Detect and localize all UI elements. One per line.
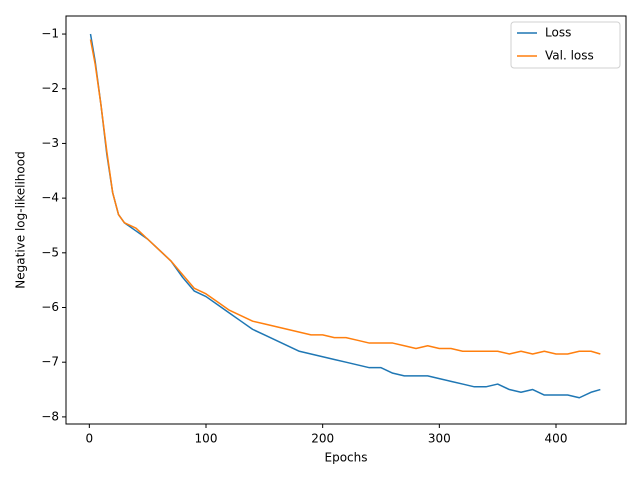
y-tick-label: −3 — [41, 136, 59, 150]
x-tick-label: 300 — [428, 432, 451, 446]
legend-label: Val. loss — [545, 49, 594, 63]
x-axis-label: Epochs — [325, 451, 368, 465]
y-tick-label: −4 — [41, 191, 59, 205]
x-tick-label: 200 — [311, 432, 334, 446]
y-tick-label: −1 — [41, 27, 59, 41]
y-axis-label: Negative log-likelihood — [14, 151, 28, 288]
y-tick-label: −7 — [41, 355, 59, 369]
line-series — [89, 39, 601, 355]
legend-label: Loss — [545, 26, 571, 40]
x-tick-label: 400 — [545, 432, 568, 446]
x-tick-label: 100 — [195, 432, 218, 446]
y-tick-label: −5 — [41, 245, 59, 259]
y-tick-label: −8 — [41, 409, 59, 423]
axes-frame — [65, 15, 627, 425]
y-tick-label: −2 — [41, 81, 59, 95]
legend: Loss Val. loss — [510, 21, 621, 69]
line-series — [89, 33, 601, 399]
y-tick-label: −6 — [41, 300, 59, 314]
legend-box — [510, 21, 621, 69]
x-tick-label: 0 — [86, 432, 94, 446]
